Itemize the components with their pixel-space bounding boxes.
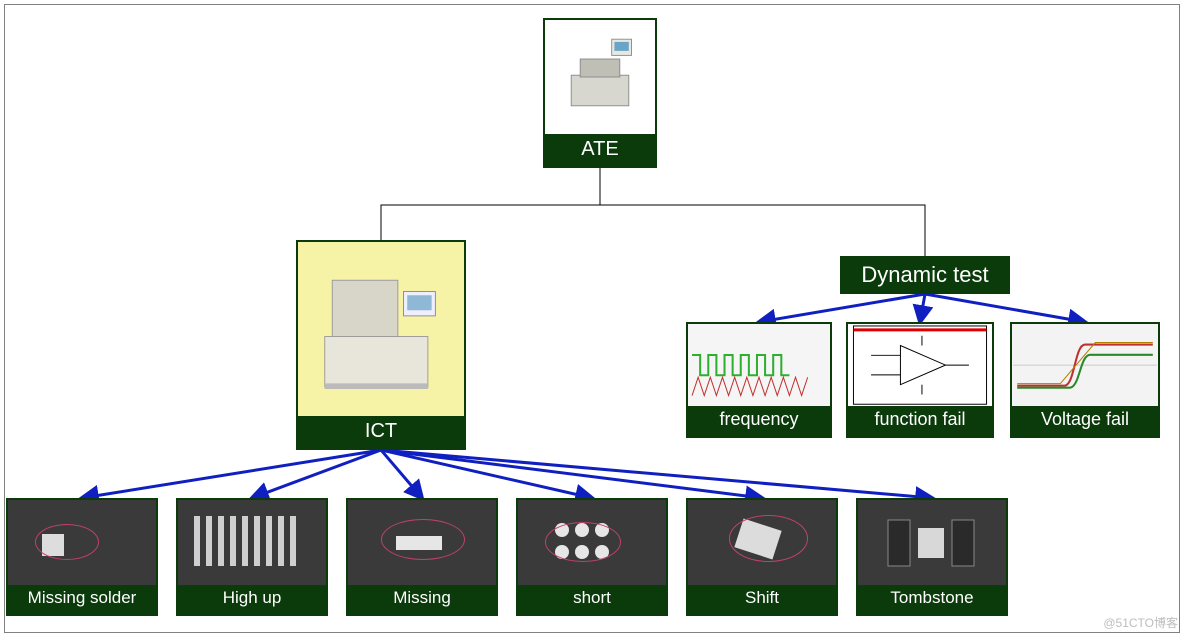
node-dynamic-test: Dynamic test: [840, 256, 1010, 294]
frequency-waveform-icon: [688, 324, 830, 406]
watermark-text: @51CTO博客: [1103, 614, 1178, 631]
short-image: [518, 500, 666, 585]
node-function-fail: function fail: [846, 322, 994, 438]
node-tombstone: Tombstone: [856, 498, 1008, 616]
node-ate: ATE: [543, 18, 657, 168]
short-label: short: [518, 585, 666, 614]
high-up-image: [178, 500, 326, 585]
node-ict: ICT: [296, 240, 466, 450]
node-voltage-fail: Voltage fail: [1010, 322, 1160, 438]
missing-image: [348, 500, 496, 585]
function-fail-image: [848, 324, 992, 406]
dynamic-test-label: Dynamic test: [861, 262, 988, 288]
ict-label: ICT: [298, 416, 464, 448]
node-shift: Shift: [686, 498, 838, 616]
ate-image: [545, 20, 655, 134]
frequency-label: frequency: [688, 406, 830, 436]
node-frequency: frequency: [686, 322, 832, 438]
shift-label: Shift: [688, 585, 836, 614]
node-missing: Missing: [346, 498, 498, 616]
voltage-waveform-icon: [1012, 324, 1158, 406]
missing-solder-label: Missing solder: [8, 585, 156, 614]
function-fail-label: function fail: [848, 406, 992, 436]
ate-label: ATE: [545, 134, 655, 166]
frequency-image: [688, 324, 830, 406]
node-short: short: [516, 498, 668, 616]
pcb-tombstone-icon: [858, 500, 1006, 585]
tombstone-image: [858, 500, 1006, 585]
shift-image: [688, 500, 836, 585]
missing-solder-image: [8, 500, 156, 585]
high-up-label: High up: [178, 585, 326, 614]
ict-machine-icon: [306, 254, 456, 404]
ate-machine-icon: [555, 32, 645, 122]
node-missing-solder: Missing solder: [6, 498, 158, 616]
node-high-up: High up: [176, 498, 328, 616]
tombstone-label: Tombstone: [858, 585, 1006, 614]
voltage-fail-image: [1012, 324, 1158, 406]
pcb-pins-icon: [178, 500, 326, 585]
ict-image: [298, 242, 464, 416]
voltage-fail-label: Voltage fail: [1012, 406, 1158, 436]
missing-label: Missing: [348, 585, 496, 614]
opamp-schematic-icon: [848, 324, 992, 406]
